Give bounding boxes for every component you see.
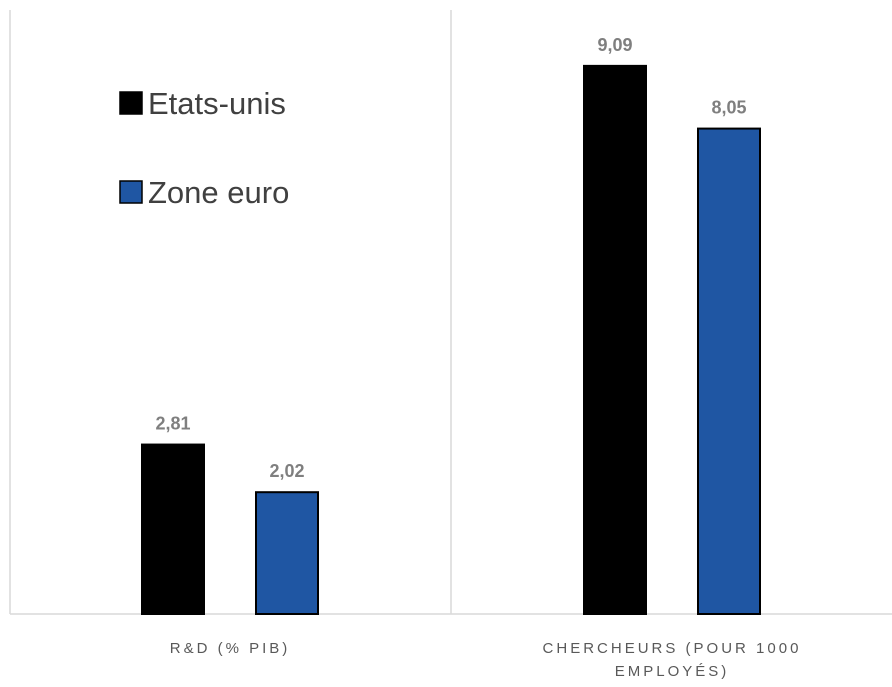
bar-etats-unis-1 (583, 64, 647, 616)
legend-swatch-1 (119, 180, 143, 204)
category-label-0-0: R&D (% PIB) (170, 640, 291, 657)
bar-etats-unis-0 (141, 443, 205, 615)
legend-label-1: Zone euro (148, 175, 289, 210)
category-label-1-0: CHERCHEURS (POUR 1000 (543, 640, 802, 657)
bar-zone-euro-1 (697, 127, 761, 616)
legend-swatch-0 (119, 91, 143, 115)
category-label-1-1: EMPLOYÉS) (615, 663, 730, 680)
data-label-0-1: 9,09 (597, 35, 632, 55)
data-label-1-1: 8,05 (711, 98, 746, 118)
data-label-0-0: 2,81 (155, 414, 190, 434)
bar-zone-euro-0 (255, 491, 319, 615)
legend-label-0: Etats-unis (148, 86, 286, 121)
data-label-1-0: 2,02 (269, 461, 304, 481)
